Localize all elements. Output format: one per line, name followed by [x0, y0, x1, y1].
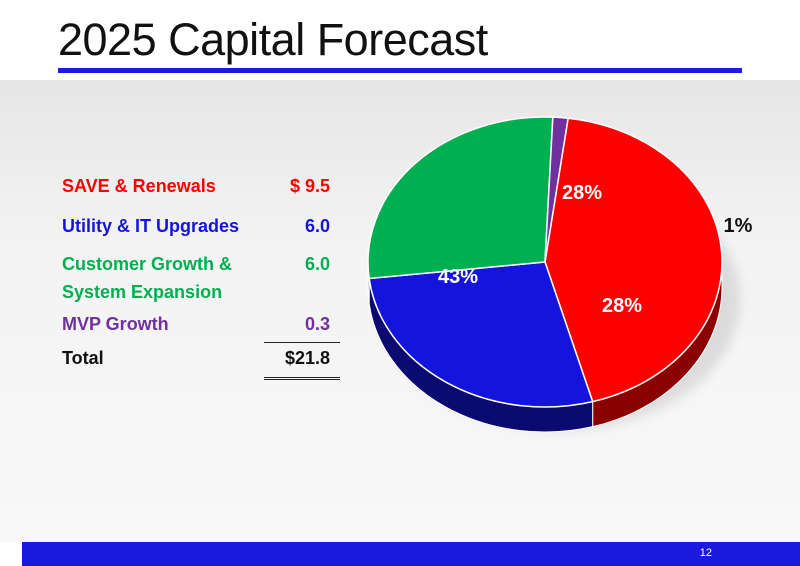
legend-value: 0.3 — [304, 314, 330, 334]
legend-total-label: Total — [62, 348, 104, 368]
pie-pct-label-2: 28% — [562, 182, 602, 204]
pie-labels: 43% 28% 28% 1% — [438, 182, 753, 317]
legend-label: Customer Growth & — [62, 254, 233, 274]
pie-slice-1 — [368, 261, 594, 408]
pie-slice-2 — [367, 116, 554, 280]
pie-slice-3 — [544, 116, 569, 263]
legend-value: 6.0 — [304, 216, 330, 236]
pie-pct-label-1: 28% — [602, 295, 642, 317]
total-rule-top — [264, 342, 340, 343]
pie-pct-label-3: 1% — [724, 215, 753, 237]
total-rule-double — [264, 377, 340, 380]
footer-bar: 12 — [22, 542, 800, 566]
legend-value: $ 9.5 — [289, 176, 330, 196]
legend-label: MVP Growth — [62, 314, 169, 334]
legend-label: Utility & IT Upgrades — [62, 216, 240, 236]
pie-pct-label-0: 43% — [438, 266, 478, 288]
legend-total-value: $21.8 — [284, 348, 330, 368]
legend-label-line2: System Expansion — [62, 282, 223, 302]
title-underline — [58, 68, 742, 73]
slide-title: 2025 Capital Forecast — [58, 14, 488, 65]
page-number: 12 — [699, 547, 712, 559]
pie-slice-0 — [544, 117, 723, 403]
pie-slices — [367, 116, 723, 408]
legend-label: SAVE & Renewals — [62, 176, 216, 196]
legend-value: 6.0 — [304, 254, 330, 274]
